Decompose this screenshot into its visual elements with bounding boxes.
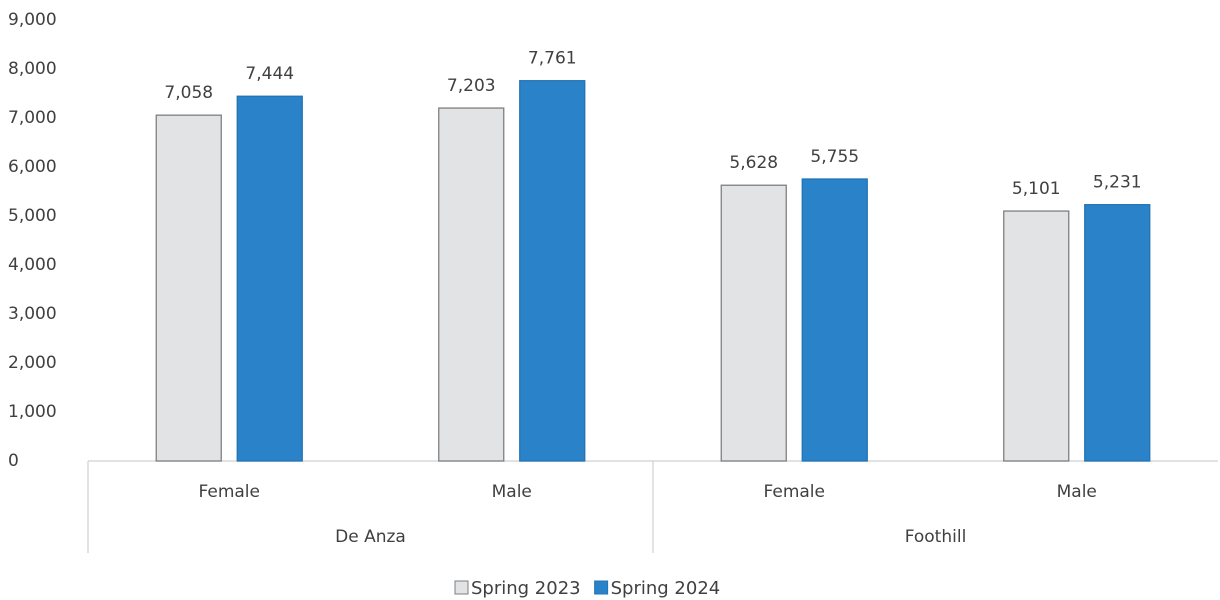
value-label: 7,444	[245, 64, 294, 84]
x-tick-label: Female	[199, 482, 260, 502]
bar	[1003, 210, 1070, 462]
group-label: Foothill	[905, 527, 967, 547]
bar	[155, 114, 222, 462]
bar	[438, 107, 505, 462]
y-tick-label: 0	[8, 451, 19, 471]
bar	[720, 184, 787, 462]
value-label: 5,755	[810, 147, 859, 167]
legend-label: Spring 2024	[611, 578, 721, 599]
value-label: 5,628	[729, 153, 778, 173]
value-label: 7,058	[164, 83, 213, 103]
y-tick-label: 8,000	[8, 59, 57, 79]
x-tick-label: Male	[1057, 482, 1097, 502]
y-tick-label: 4,000	[8, 255, 57, 275]
group-label: De Anza	[335, 527, 406, 547]
bar	[1084, 204, 1151, 462]
y-tick-label: 5,000	[8, 206, 57, 226]
bar	[519, 80, 586, 462]
legend-label: Spring 2023	[471, 578, 581, 599]
value-label: 5,231	[1093, 173, 1142, 193]
y-tick-label: 7,000	[8, 108, 57, 128]
legend-swatch	[454, 580, 469, 595]
bar	[236, 95, 303, 462]
y-tick-label: 6,000	[8, 157, 57, 177]
y-tick-label: 3,000	[8, 304, 57, 324]
bar	[801, 178, 868, 462]
value-label: 7,761	[528, 49, 577, 69]
x-tick-label: Female	[764, 482, 825, 502]
value-label: 5,101	[1012, 179, 1061, 199]
y-tick-label: 1,000	[8, 402, 57, 422]
x-tick-label: Male	[492, 482, 532, 502]
legend-swatch	[594, 580, 609, 595]
y-tick-label: 2,000	[8, 353, 57, 373]
value-label: 7,203	[447, 76, 496, 96]
y-tick-label: 9,000	[8, 10, 57, 30]
